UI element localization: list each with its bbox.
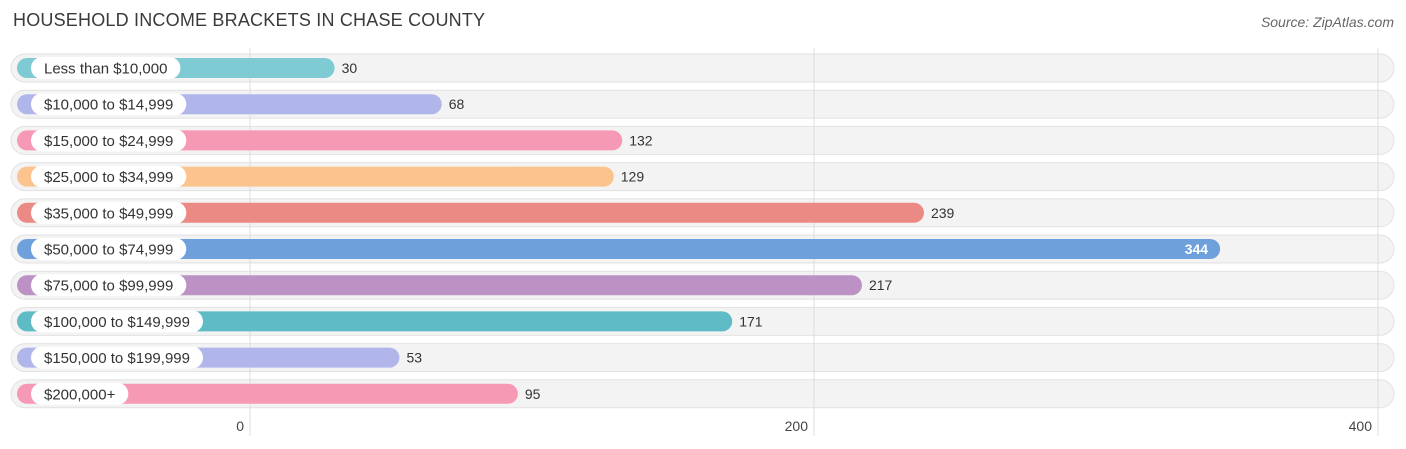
category-pill [31,93,187,116]
x-tick-label: 200 [785,418,809,434]
x-tick-label: 400 [1349,418,1373,434]
bar [17,383,518,404]
category-label: $15,000 to $24,999 [44,133,173,150]
value-label: 53 [406,350,422,366]
category-label: Less than $10,000 [44,61,167,78]
category-pill [31,346,203,369]
value-label: 68 [449,96,465,112]
bar-row: $150,000 to $199,999 53 [17,346,422,369]
value-label: 344 [1185,241,1209,257]
value-label: 129 [621,169,645,185]
ticks-layer: 0 200 400 [236,418,1372,434]
category-label: $25,000 to $34,999 [44,169,173,186]
bar-row: $75,000 to $99,999 217 [17,274,893,297]
value-label: 217 [869,277,893,293]
category-label: $75,000 to $99,999 [44,278,173,295]
bar-row: $10,000 to $14,999 68 [17,93,465,116]
bar-row: $200,000+ 95 [17,382,541,405]
bar-row: $25,000 to $34,999 129 [17,165,645,188]
value-label: 239 [931,205,955,221]
bar-row: $50,000 to $74,999 344 [17,238,1221,260]
category-label: $200,000+ [44,386,116,403]
row-track [10,53,1395,83]
chart-title: HOUSEHOLD INCOME BRACKETS IN CHASE COUNT… [13,10,486,30]
value-label: 30 [342,60,358,76]
value-label: 95 [525,386,541,402]
bar [17,275,862,296]
bar-row: $35,000 to $49,999 239 [17,201,955,224]
value-label: 171 [739,313,763,329]
x-tick-label: 0 [236,418,244,434]
bar-row: $15,000 to $24,999 132 [17,129,653,152]
value-label: 132 [629,132,653,148]
category-pill [31,57,181,79]
bar-row: $100,000 to $149,999 171 [17,310,763,333]
category-pill [31,274,187,297]
category-pill [31,382,129,405]
category-pill [31,201,187,224]
category-label: $35,000 to $49,999 [44,205,173,222]
category-pill [31,238,187,260]
bar-row: Less than $10,000 30 [17,57,357,79]
category-label: $10,000 to $14,999 [44,97,173,114]
category-label: $50,000 to $74,999 [44,242,173,259]
bar [17,202,924,223]
category-pill [31,310,203,333]
chart-source: Source: ZipAtlas.com [1260,14,1394,30]
category-label: $150,000 to $199,999 [44,350,190,367]
rows-layer: Less than $10,000 30$10,000 to $14,999 68$… [17,57,1221,405]
category-pill [31,165,187,188]
bar [17,239,1221,259]
category-label: $100,000 to $149,999 [44,314,190,331]
category-pill [31,129,187,152]
